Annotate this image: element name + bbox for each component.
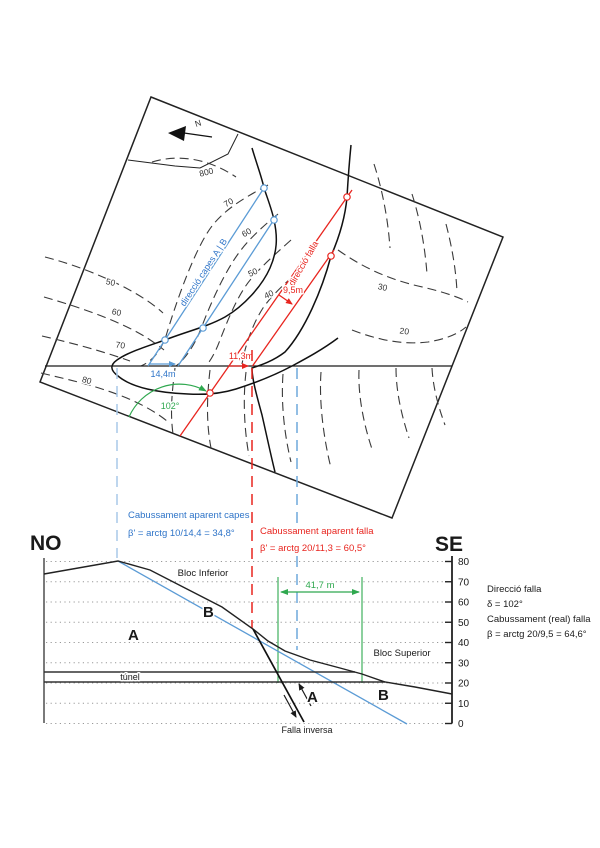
fault-motion-up-arrow <box>298 683 312 707</box>
measure-14-4-label: 14,4m <box>150 369 175 379</box>
fault-data-legend: Direcció falla δ = 102° Cabussament (rea… <box>487 584 591 640</box>
fault-section <box>252 628 312 723</box>
ridge-line <box>127 133 239 169</box>
capes-note-formula: β' = arctg 10/14,4 = 34,8° <box>128 528 235 539</box>
bloc-superior-label: Bloc Superior <box>373 648 430 659</box>
axis-tick: 40 <box>458 638 470 649</box>
contour-label: 70 <box>222 196 235 210</box>
contour-label: 40 <box>262 288 275 301</box>
contour-label: 60 <box>111 306 123 318</box>
axis-tick: 0 <box>458 719 464 730</box>
strike-lines-capes: direcció capes A | B 14,4m <box>147 184 278 381</box>
contour-label: 30 <box>377 281 389 293</box>
layer-b-upper-label: B <box>203 604 214 621</box>
axis-tick: 60 <box>458 598 470 609</box>
measure-arrow-9-5 <box>278 294 293 305</box>
contour-lines <box>40 157 469 469</box>
falla-note-formula: β' = arctg 20/11,3 = 60,5° <box>260 543 366 554</box>
contour-label: 20 <box>399 325 410 336</box>
terrain-profile <box>43 560 453 695</box>
angle-102-label: 102° <box>161 401 180 411</box>
tunnel-label: túnel <box>120 672 140 682</box>
cross-section: NO SE <box>30 532 470 737</box>
topographic-map: N 800 <box>39 96 504 519</box>
elevation-gridlines <box>46 561 450 724</box>
axis-tick: 30 <box>458 658 470 669</box>
layer-a-lower-label: A <box>307 689 318 706</box>
strike-lines-falla: direcció falla 9,5m 11,3m <box>179 189 353 437</box>
legend-cabussament-real: Cabussament (real) falla <box>487 614 591 625</box>
contour-label: 80 <box>81 374 93 386</box>
distance-41-7-label: 41,7 m <box>305 580 334 591</box>
layer-b-lower-label: B <box>378 687 389 704</box>
contour-label: 800 <box>198 165 214 178</box>
strike-angle: 102° <box>128 383 207 418</box>
axis-tick: 70 <box>458 577 470 588</box>
axis-tick: 10 <box>458 699 470 710</box>
map-border <box>39 96 504 519</box>
contour-label: 70 <box>115 339 126 350</box>
strike-falla-label: direcció falla <box>287 239 321 287</box>
contour-label: 60 <box>240 226 253 240</box>
tunnel-band: túnel <box>44 671 385 684</box>
legend-beta-value: β = arctg 20/9,5 = 64,6° <box>487 629 587 640</box>
layer-a-upper-label: A <box>128 627 139 644</box>
contact-plane-section <box>117 560 408 725</box>
section-end-se: SE <box>435 533 463 556</box>
measure-9-5-label: 9,5m <box>283 285 303 295</box>
bloc-inferior-label: Bloc Inferior <box>178 568 229 579</box>
legend-delta-value: δ = 102° <box>487 599 523 610</box>
apparent-dip-notes: Cabussament aparent capes β' = arctg 10/… <box>128 510 376 556</box>
contour-label: 50 <box>105 276 117 288</box>
strike-capes-label: direcció capes A | B <box>178 237 229 308</box>
measure-11-3-label: 11,3m <box>229 351 253 361</box>
legend-direccio-falla: Direcció falla <box>487 584 542 595</box>
fault-motion-down-arrow <box>283 694 297 718</box>
falla-inversa-label: Falla inversa <box>281 725 332 735</box>
falla-note-title: Cabussament aparent falla <box>260 526 374 537</box>
tunnel-distance: 41,7 m <box>277 577 363 683</box>
capes-note-title: Cabussament aparent capes <box>128 510 250 521</box>
north-label: N <box>194 117 203 128</box>
elevation-axis: 80 70 60 50 40 30 20 10 0 <box>445 556 470 730</box>
projection-lines <box>116 350 298 650</box>
section-end-nw: NO <box>30 532 62 555</box>
axis-tick: 50 <box>458 618 470 629</box>
axis-tick: 80 <box>458 557 470 568</box>
north-arrow-icon: N <box>168 117 213 141</box>
axis-tick: 20 <box>458 679 470 690</box>
contour-label: 50 <box>246 266 259 279</box>
